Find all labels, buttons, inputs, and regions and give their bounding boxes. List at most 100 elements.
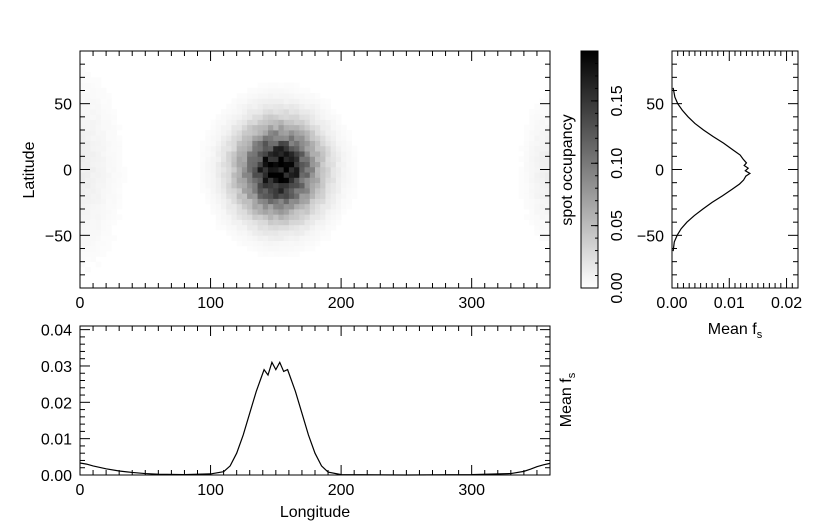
heatmap-cell (215, 172, 222, 178)
heatmap-cell (320, 166, 326, 173)
heatmap-cell (236, 177, 243, 184)
heatmap-cell (304, 187, 311, 194)
heatmap-cell (315, 198, 321, 205)
longitude-profile-x-tick-label: 200 (328, 482, 355, 499)
heatmap-cell (304, 214, 311, 220)
heatmap-cell (247, 151, 253, 157)
heatmap-cell (236, 130, 243, 136)
heatmap-cell (273, 203, 279, 210)
heatmap-cell (247, 203, 253, 210)
heatmap-cell (299, 151, 305, 157)
heatmap-cell (320, 187, 326, 194)
heatmap-cell (226, 119, 232, 126)
heatmap-cell (288, 87, 295, 94)
heatmap-cell (351, 187, 358, 194)
latitude-profile-x-axis-label: Mean fs (708, 321, 763, 341)
heatmap-cell (252, 219, 258, 226)
heatmap-cell (288, 209, 295, 215)
heatmap-cell (236, 187, 243, 194)
heatmap-cell (90, 145, 97, 152)
heatmap-cell (95, 114, 102, 120)
heatmap-cell (200, 172, 206, 178)
heatmap-cell (262, 135, 269, 141)
heatmap-cell (231, 151, 238, 157)
heatmap-cell (278, 87, 285, 94)
heatmap-cell (100, 203, 107, 210)
heatmap-cell (330, 140, 337, 147)
heatmap-y-tick-label: 0 (63, 163, 72, 180)
heatmap-cell (304, 240, 311, 247)
heatmap-cell (95, 124, 102, 131)
heatmap-cell (111, 151, 117, 157)
colorbar-tick-label: 0.05 (609, 210, 626, 241)
heatmap-cell (299, 230, 305, 236)
heatmap-cell (231, 209, 238, 215)
heatmap-cell (241, 103, 248, 110)
heatmap-cell (523, 203, 530, 210)
heatmap-cell (241, 219, 248, 226)
heatmap-cell (241, 203, 248, 210)
heatmap-cell (85, 135, 91, 141)
heatmap-cell (226, 114, 232, 120)
heatmap-cell (283, 240, 290, 247)
heatmap-cell (283, 193, 290, 199)
heatmap-cell (100, 230, 107, 236)
heatmap-cell (288, 135, 295, 141)
heatmap-cell (100, 145, 107, 152)
heatmap-cell (215, 182, 222, 189)
heatmap-cell (85, 214, 91, 220)
heatmap-cell (111, 119, 117, 126)
heatmap-cell (95, 240, 102, 247)
heatmap-cell (544, 214, 551, 220)
heatmap-cell (226, 198, 232, 205)
heatmap-cell (95, 119, 102, 126)
heatmap-cell (273, 130, 279, 136)
latitude-profile-x-tick-label: 0.00 (656, 295, 687, 312)
heatmap-cell (309, 156, 316, 162)
heatmap-cell (330, 119, 337, 126)
heatmap-cell (335, 114, 342, 120)
heatmap-cell (539, 130, 546, 136)
heatmap-cell (106, 124, 112, 131)
heatmap-cell (252, 103, 258, 110)
heatmap-cell (309, 114, 316, 120)
heatmap-cell (278, 145, 285, 152)
heatmap-cell (90, 240, 97, 247)
heatmap-cell (257, 87, 264, 94)
heatmap-cell (262, 240, 269, 247)
heatmap-cell (539, 177, 546, 184)
heatmap-cell (529, 166, 535, 173)
heatmap-cell (294, 103, 300, 110)
heatmap-cell (111, 145, 117, 152)
heatmap-cell (283, 198, 290, 205)
heatmap-cell (299, 224, 305, 231)
heatmap-cell (85, 177, 91, 184)
heatmap-cell (529, 130, 535, 136)
heatmap-cell (294, 108, 300, 115)
heatmap-cell (299, 93, 305, 99)
heatmap-cell (257, 219, 264, 226)
heatmap-cell (106, 161, 112, 168)
longitude-profile-panel: 0 100 200 300 0.00 0.01 0.02 0.03 0.04 Longitude… (41, 323, 578, 521)
heatmap-cell (288, 114, 295, 120)
heatmap-cell (111, 182, 117, 189)
heatmap-cell (226, 172, 232, 178)
heatmap-cell (320, 103, 326, 110)
heatmap-cell (252, 161, 258, 168)
heatmap-cell (80, 72, 86, 78)
heatmap-cell (106, 93, 112, 99)
heatmap-cell (262, 93, 269, 99)
heatmap-cell (330, 166, 337, 173)
heatmap-cell (294, 251, 300, 257)
heatmap-cell (210, 119, 217, 126)
heatmap-cell (85, 119, 91, 126)
heatmap-cell (529, 140, 535, 147)
heatmap-cell (262, 103, 269, 110)
heatmap-cell (273, 245, 279, 252)
heatmap-cell (200, 166, 206, 173)
heatmap-cell (304, 140, 311, 147)
heatmap-cell (241, 135, 248, 141)
heatmap-cell (247, 135, 253, 141)
heatmap-cell (299, 130, 305, 136)
heatmap-cell (288, 98, 295, 105)
